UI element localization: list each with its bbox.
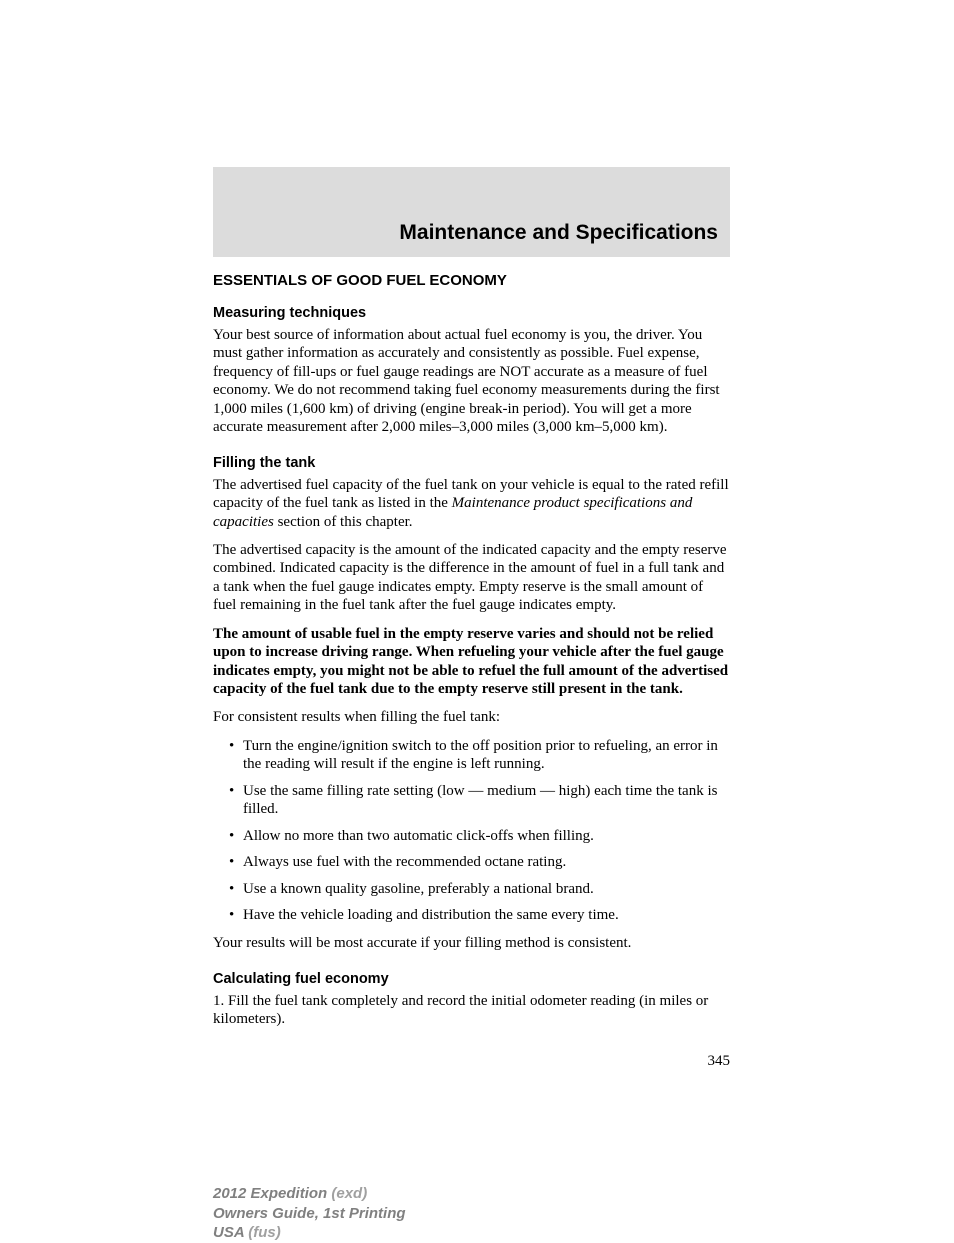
footer-line: 2012 Expedition (exd) <box>213 1184 406 1204</box>
chapter-header-bar: Maintenance and Specifications <box>213 167 730 257</box>
section-heading: ESSENTIALS OF GOOD FUEL ECONOMY <box>213 272 730 289</box>
bold-warning-paragraph: The amount of usable fuel in the empty r… <box>213 625 730 699</box>
body-paragraph: 1. Fill the fuel tank completely and rec… <box>213 992 730 1029</box>
footer-line: Owners Guide, 1st Printing <box>213 1204 406 1224</box>
list-item: Use a known quality gasoline, preferably… <box>229 880 730 898</box>
footer-code: (fus) <box>248 1224 281 1241</box>
chapter-title: Maintenance and Specifications <box>399 221 718 245</box>
document-footer: 2012 Expedition (exd) Owners Guide, 1st … <box>213 1184 406 1243</box>
list-item: Have the vehicle loading and distributio… <box>229 906 730 924</box>
list-item: Always use fuel with the recommended oct… <box>229 853 730 871</box>
footer-model: 2012 Expedition <box>213 1185 331 1202</box>
list-item: Turn the engine/ignition switch to the o… <box>229 737 730 774</box>
bullet-list: Turn the engine/ignition switch to the o… <box>213 737 730 925</box>
list-item: Use the same filling rate setting (low —… <box>229 782 730 819</box>
footer-line: USA (fus) <box>213 1223 406 1243</box>
subheading-filling: Filling the tank <box>213 455 730 471</box>
text-run: section of this chapter. <box>274 514 413 530</box>
page-content: ESSENTIALS OF GOOD FUEL ECONOMY Measurin… <box>213 272 730 1039</box>
subheading-calculating: Calculating fuel economy <box>213 971 730 987</box>
body-paragraph: The advertised fuel capacity of the fuel… <box>213 476 730 531</box>
footer-code: (exd) <box>331 1185 367 1202</box>
page-number: 345 <box>708 1053 731 1070</box>
body-paragraph: For consistent results when filling the … <box>213 708 730 726</box>
body-paragraph: Your best source of information about ac… <box>213 326 730 437</box>
list-item: Allow no more than two automatic click-o… <box>229 827 730 845</box>
subheading-measuring: Measuring techniques <box>213 305 730 321</box>
body-paragraph: The advertised capacity is the amount of… <box>213 541 730 615</box>
body-paragraph: Your results will be most accurate if yo… <box>213 934 730 952</box>
footer-region: USA <box>213 1224 248 1241</box>
